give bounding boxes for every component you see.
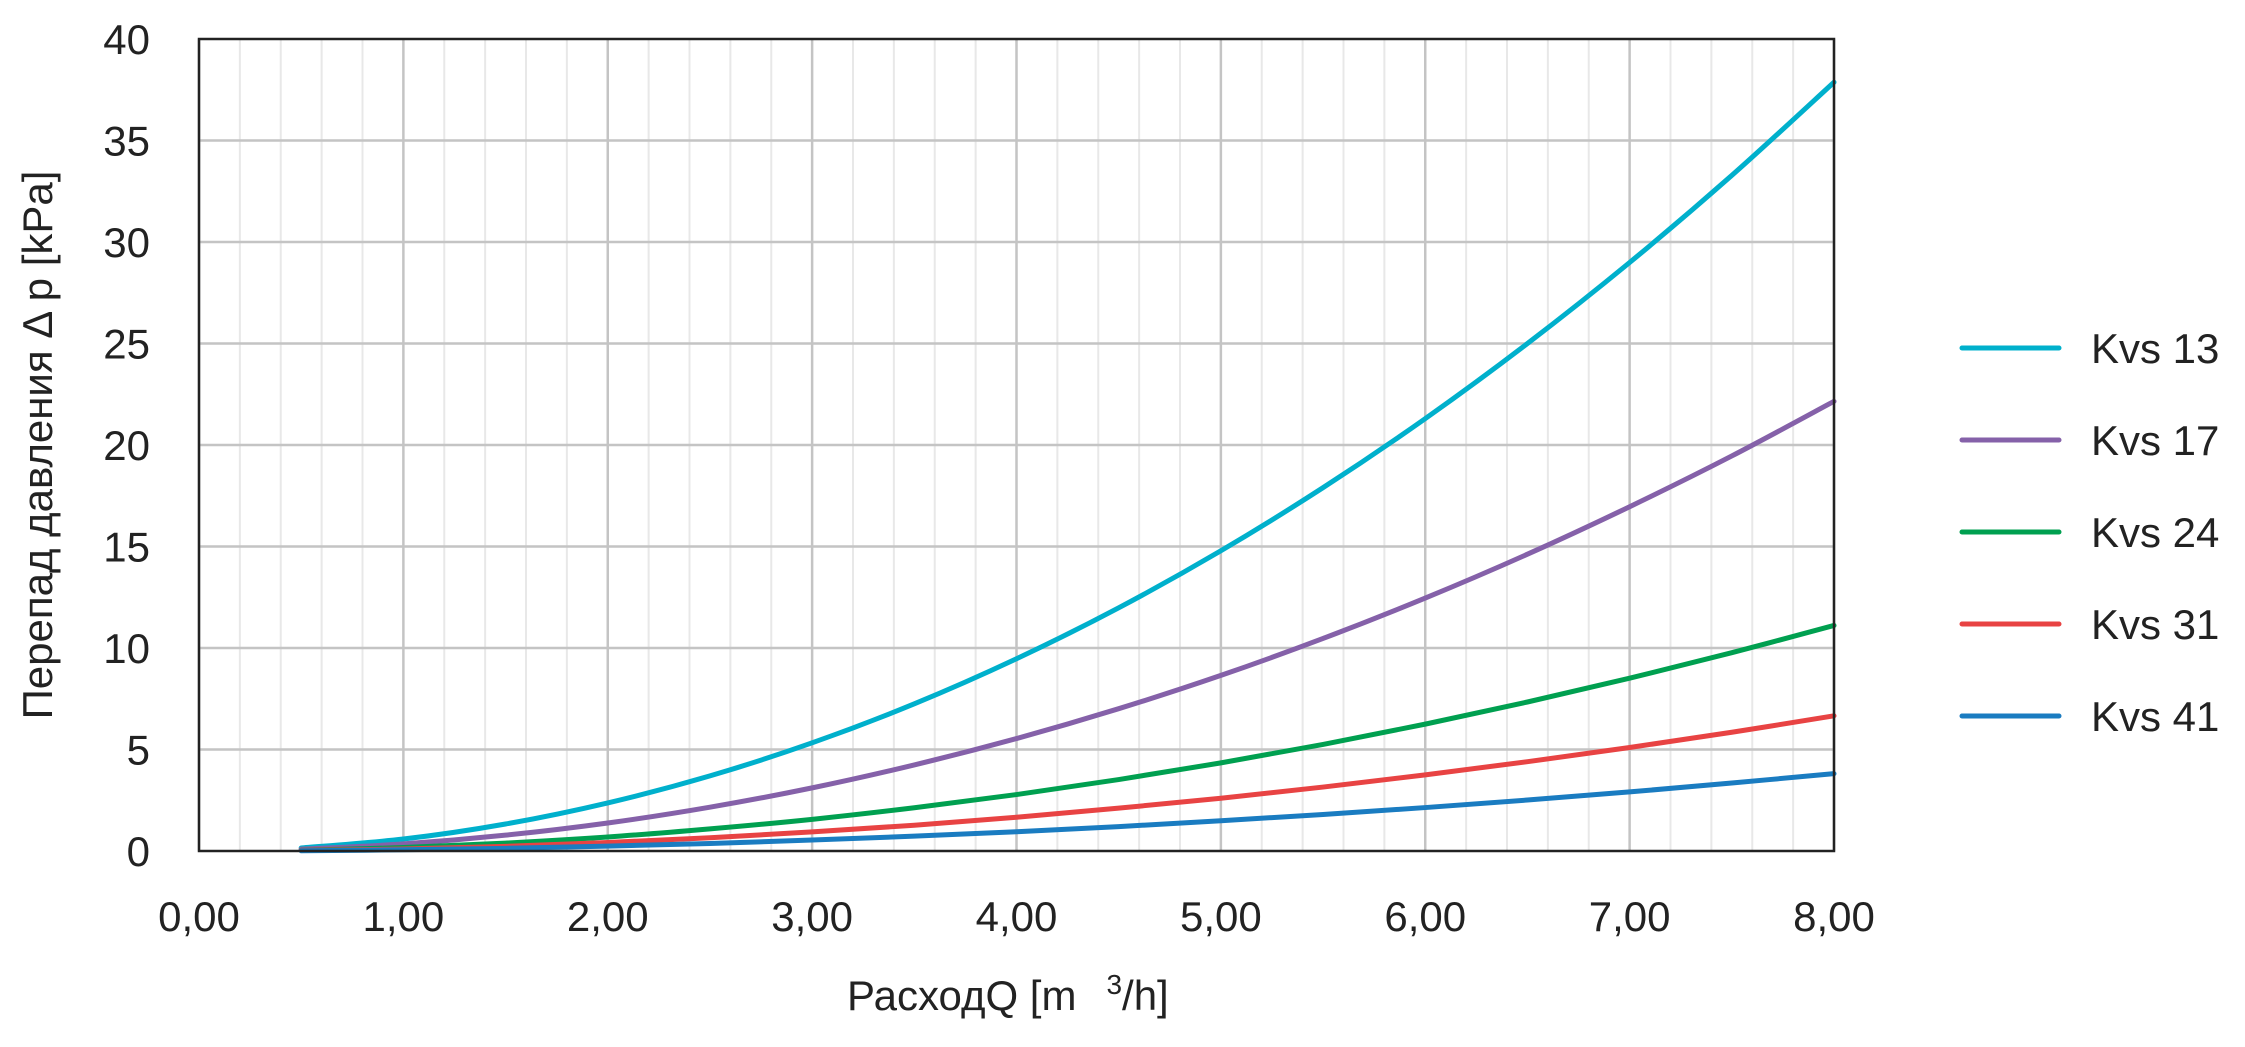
series-line-kvs-17	[298, 398, 1837, 852]
legend-item: Kvs 24	[1959, 509, 2219, 556]
x-tick-label: 7,00	[1589, 893, 1671, 940]
y-tick-label: 15	[103, 524, 150, 571]
y-tick-label: 25	[103, 321, 150, 368]
legend-label: Kvs 31	[2091, 601, 2219, 648]
legend-item: Kvs 41	[1959, 693, 2219, 740]
x-tick-label: 1,00	[363, 893, 445, 940]
y-tick-label: 20	[103, 422, 150, 469]
legend-label: Kvs 41	[2091, 693, 2219, 740]
legend: Kvs 13 Kvs 17 Kvs 24 Kvs 31 Kvs 41	[1959, 325, 2219, 740]
series-line-kvs-24	[298, 622, 1837, 853]
series-line-kvs-13	[298, 79, 1837, 851]
grid	[197, 39, 1836, 851]
x-tick-label: 0,00	[158, 893, 240, 940]
x-tick-labels: 0,00 1,00 2,00 3,00 4,00 5,00 6,00 7,00 8,00	[158, 893, 1875, 940]
legend-item: Kvs 13	[1959, 325, 2219, 372]
y-axis-label: Перепад давления Δ p [kPa]	[14, 171, 61, 720]
legend-label: Kvs 13	[2091, 325, 2219, 372]
series-line-kvs-41	[298, 771, 1837, 854]
x-axis-label-main: РасходQ [m	[847, 972, 1076, 1019]
y-tick-label: 35	[103, 118, 150, 165]
y-tick-labels: 0 5 10 15 20 25 30 35 40	[103, 16, 150, 875]
y-tick-label: 30	[103, 219, 150, 266]
x-tick-label: 4,00	[976, 893, 1058, 940]
y-tick-label: 5	[127, 727, 150, 774]
x-tick-label: 2,00	[567, 893, 649, 940]
series-lines	[298, 79, 1837, 854]
legend-label: Kvs 24	[2091, 509, 2219, 556]
x-tick-label: 8,00	[1793, 893, 1875, 940]
y-tick-label: 40	[103, 16, 150, 63]
x-tick-label: 5,00	[1180, 893, 1262, 940]
series-line-kvs-31	[298, 713, 1837, 853]
x-tick-label: 6,00	[1384, 893, 1466, 940]
y-tick-label: 0	[127, 828, 150, 875]
legend-item: Kvs 17	[1959, 417, 2219, 464]
x-axis-label-tail: /h]	[1122, 972, 1169, 1019]
legend-label: Kvs 17	[2091, 417, 2219, 464]
plot-frame	[197, 37, 1836, 853]
x-axis-label: РасходQ [m 3/h]	[847, 969, 1169, 1019]
legend-item: Kvs 31	[1959, 601, 2219, 648]
x-tick-label: 3,00	[771, 893, 853, 940]
x-axis-label-sup: 3	[1106, 969, 1122, 1000]
y-tick-label: 10	[103, 625, 150, 672]
